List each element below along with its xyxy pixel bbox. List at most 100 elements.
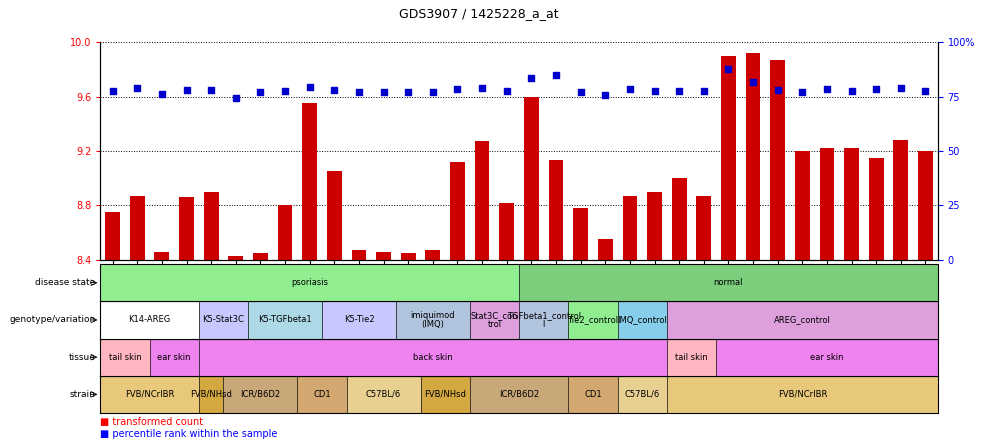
Point [302, 83, 318, 91]
Point [498, 87, 514, 95]
Bar [474, 142, 489, 260]
Bar [425, 250, 440, 260]
Bar [203, 192, 218, 260]
Point [818, 86, 834, 93]
Point [547, 71, 563, 78]
Bar [617, 376, 666, 413]
Bar [105, 212, 120, 260]
Text: FVB/NHsd: FVB/NHsd [424, 390, 466, 399]
Point [670, 87, 686, 95]
Text: IMQ_control: IMQ_control [616, 315, 666, 325]
Point [153, 90, 169, 97]
Bar [917, 151, 932, 260]
Bar [499, 202, 514, 260]
Bar [450, 162, 464, 260]
Bar [100, 264, 519, 301]
Point [277, 87, 293, 95]
Bar [469, 301, 519, 339]
Bar [198, 376, 223, 413]
Text: Tie2_control: Tie2_control [567, 315, 618, 325]
Bar [795, 151, 809, 260]
Text: disease state: disease state [35, 278, 95, 287]
Text: GDS3907 / 1425228_a_at: GDS3907 / 1425228_a_at [399, 7, 558, 20]
Text: ■ percentile rank within the sample: ■ percentile rank within the sample [100, 429, 278, 439]
Text: C57BL/6: C57BL/6 [624, 390, 659, 399]
Bar [617, 301, 666, 339]
Text: ear skin: ear skin [157, 353, 190, 362]
Bar [278, 205, 293, 260]
Point [646, 87, 662, 95]
Text: K5-Tie2: K5-Tie2 [344, 315, 374, 325]
Bar [396, 301, 469, 339]
Text: K14-AREG: K14-AREG [128, 315, 170, 325]
Point [572, 89, 588, 96]
Bar [666, 339, 715, 376]
Point [253, 89, 269, 96]
Bar [568, 376, 617, 413]
Point [917, 87, 933, 95]
Bar [695, 196, 710, 260]
Point [375, 89, 391, 96]
Bar [347, 376, 420, 413]
Point [474, 85, 490, 92]
Bar [322, 301, 396, 339]
Point [400, 89, 416, 96]
Bar [844, 148, 858, 260]
Text: CD1: CD1 [583, 390, 601, 399]
Bar [297, 376, 347, 413]
Point [794, 89, 810, 96]
Point [178, 87, 194, 94]
Point [868, 86, 884, 93]
Bar [420, 376, 469, 413]
Point [227, 95, 243, 102]
Text: tail skin: tail skin [674, 353, 707, 362]
Bar [770, 60, 785, 260]
Bar [469, 376, 568, 413]
Text: normal: normal [713, 278, 742, 287]
Text: tail skin: tail skin [108, 353, 141, 362]
Bar [622, 196, 636, 260]
Bar [519, 264, 937, 301]
Point [695, 87, 711, 95]
Point [744, 78, 761, 85]
Text: FVB/NCrIBR: FVB/NCrIBR [125, 390, 174, 399]
Bar [568, 301, 617, 339]
Bar [401, 253, 415, 260]
Bar [198, 339, 666, 376]
Bar [100, 376, 198, 413]
Text: ICR/B6D2: ICR/B6D2 [498, 390, 539, 399]
Text: back skin: back skin [413, 353, 452, 362]
Bar [646, 192, 661, 260]
Text: CD1: CD1 [313, 390, 331, 399]
Bar [247, 301, 322, 339]
Bar [198, 301, 247, 339]
Bar [154, 252, 169, 260]
Point [104, 87, 120, 95]
Text: AREG_control: AREG_control [774, 315, 830, 325]
Point [719, 66, 735, 73]
Bar [548, 160, 563, 260]
Bar [253, 253, 268, 260]
Text: psoriasis: psoriasis [291, 278, 328, 287]
Point [523, 75, 539, 82]
Bar [129, 196, 144, 260]
Bar [893, 140, 908, 260]
Text: strain: strain [69, 390, 95, 399]
Point [203, 86, 219, 93]
Bar [720, 56, 735, 260]
Bar [179, 197, 193, 260]
Point [449, 86, 465, 93]
Text: K5-Stat3C: K5-Stat3C [202, 315, 244, 325]
Text: Stat3C_con
trol: Stat3C_con trol [470, 311, 518, 329]
Bar [671, 178, 686, 260]
Bar [715, 339, 937, 376]
Bar [666, 301, 937, 339]
Point [769, 87, 785, 94]
Point [892, 84, 908, 91]
Text: genotype/variation: genotype/variation [9, 315, 95, 325]
Bar [100, 301, 198, 339]
Point [129, 85, 145, 92]
Text: FVB/NHsd: FVB/NHsd [190, 390, 231, 399]
Bar [597, 239, 612, 260]
Bar [327, 171, 342, 260]
